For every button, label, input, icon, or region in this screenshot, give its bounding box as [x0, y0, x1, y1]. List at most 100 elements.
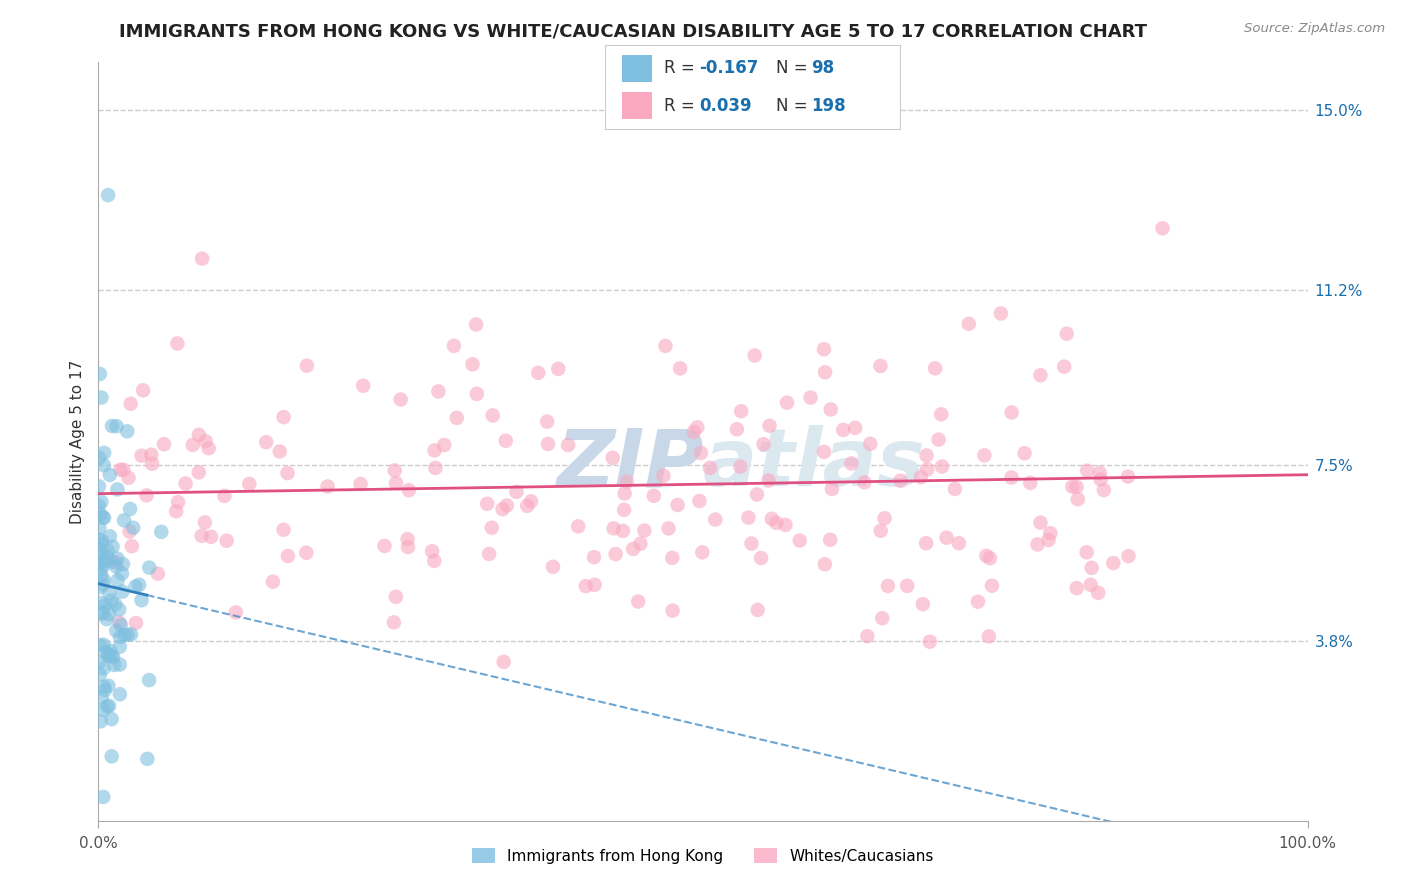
Point	[104, 555, 127, 569]
Point	[197, 441, 219, 455]
Point	[1152, 221, 1174, 235]
Point	[776, 395, 799, 409]
Point	[105, 483, 128, 497]
Point	[98, 586, 121, 600]
Point	[262, 574, 284, 589]
Point	[108, 657, 131, 672]
Point	[89, 555, 111, 569]
Point	[89, 557, 111, 571]
Point	[730, 404, 752, 418]
Point	[813, 445, 835, 459]
Point	[844, 421, 866, 435]
Point	[90, 714, 112, 729]
Point	[373, 539, 395, 553]
Point	[443, 339, 465, 353]
Point	[977, 630, 1000, 644]
Point	[433, 438, 456, 452]
Point	[93, 577, 115, 591]
Text: N =: N =	[776, 96, 813, 114]
Point	[1001, 405, 1024, 419]
Point	[194, 516, 217, 530]
Point	[111, 566, 134, 581]
Point	[967, 595, 990, 609]
Point	[1029, 516, 1052, 530]
Point	[93, 661, 115, 675]
Point	[520, 494, 543, 508]
Point	[87, 655, 110, 669]
Point	[98, 529, 121, 543]
Point	[931, 459, 953, 474]
Point	[96, 612, 118, 626]
Point	[427, 384, 450, 399]
Point	[929, 407, 952, 421]
Point	[93, 511, 115, 525]
Point	[423, 443, 446, 458]
Point	[1116, 469, 1139, 483]
Point	[146, 566, 169, 581]
Point	[87, 499, 110, 513]
Point	[108, 640, 131, 654]
Point	[97, 543, 120, 558]
Point	[924, 361, 946, 376]
Point	[120, 397, 142, 411]
Point	[465, 387, 488, 401]
Point	[90, 690, 112, 704]
Point	[423, 554, 446, 568]
Point	[820, 402, 842, 417]
Point	[505, 484, 527, 499]
Point	[141, 448, 163, 462]
Point	[90, 495, 112, 509]
Point	[117, 425, 139, 439]
Point	[191, 252, 214, 266]
Point	[935, 531, 957, 545]
Point	[616, 475, 638, 489]
Point	[111, 557, 134, 571]
Point	[605, 547, 627, 561]
Point	[94, 553, 117, 567]
Point	[96, 699, 118, 714]
Point	[481, 409, 503, 423]
Point	[124, 580, 146, 594]
Point	[125, 615, 148, 630]
Point	[461, 357, 484, 371]
Point	[752, 437, 775, 451]
Point	[744, 348, 766, 362]
Point	[1062, 480, 1084, 494]
Point	[979, 551, 1001, 566]
Point	[666, 498, 689, 512]
Point	[96, 553, 118, 567]
Point	[190, 529, 212, 543]
Point	[136, 752, 159, 766]
Point	[105, 419, 128, 434]
Point	[800, 391, 823, 405]
Point	[135, 488, 157, 502]
Point	[661, 550, 683, 565]
Point	[89, 367, 111, 381]
Point	[699, 461, 721, 475]
Point	[1092, 483, 1115, 497]
Point	[853, 475, 876, 490]
Point	[686, 420, 709, 434]
Point	[254, 435, 277, 450]
Point	[90, 533, 112, 548]
Point	[105, 559, 128, 574]
Point	[911, 597, 934, 611]
Point	[91, 605, 114, 619]
Point	[89, 521, 111, 535]
Point	[93, 573, 115, 587]
Point	[87, 532, 110, 546]
Point	[689, 446, 711, 460]
Point	[761, 512, 783, 526]
Point	[873, 511, 896, 525]
Point	[1039, 526, 1062, 541]
Text: N =: N =	[776, 60, 813, 78]
Point	[98, 698, 121, 713]
Bar	[623, 92, 652, 120]
Text: 98: 98	[811, 60, 834, 78]
Point	[1076, 545, 1098, 559]
Point	[814, 365, 837, 379]
Point	[621, 541, 644, 556]
Point	[385, 590, 408, 604]
Point	[749, 551, 772, 566]
Point	[382, 615, 405, 630]
